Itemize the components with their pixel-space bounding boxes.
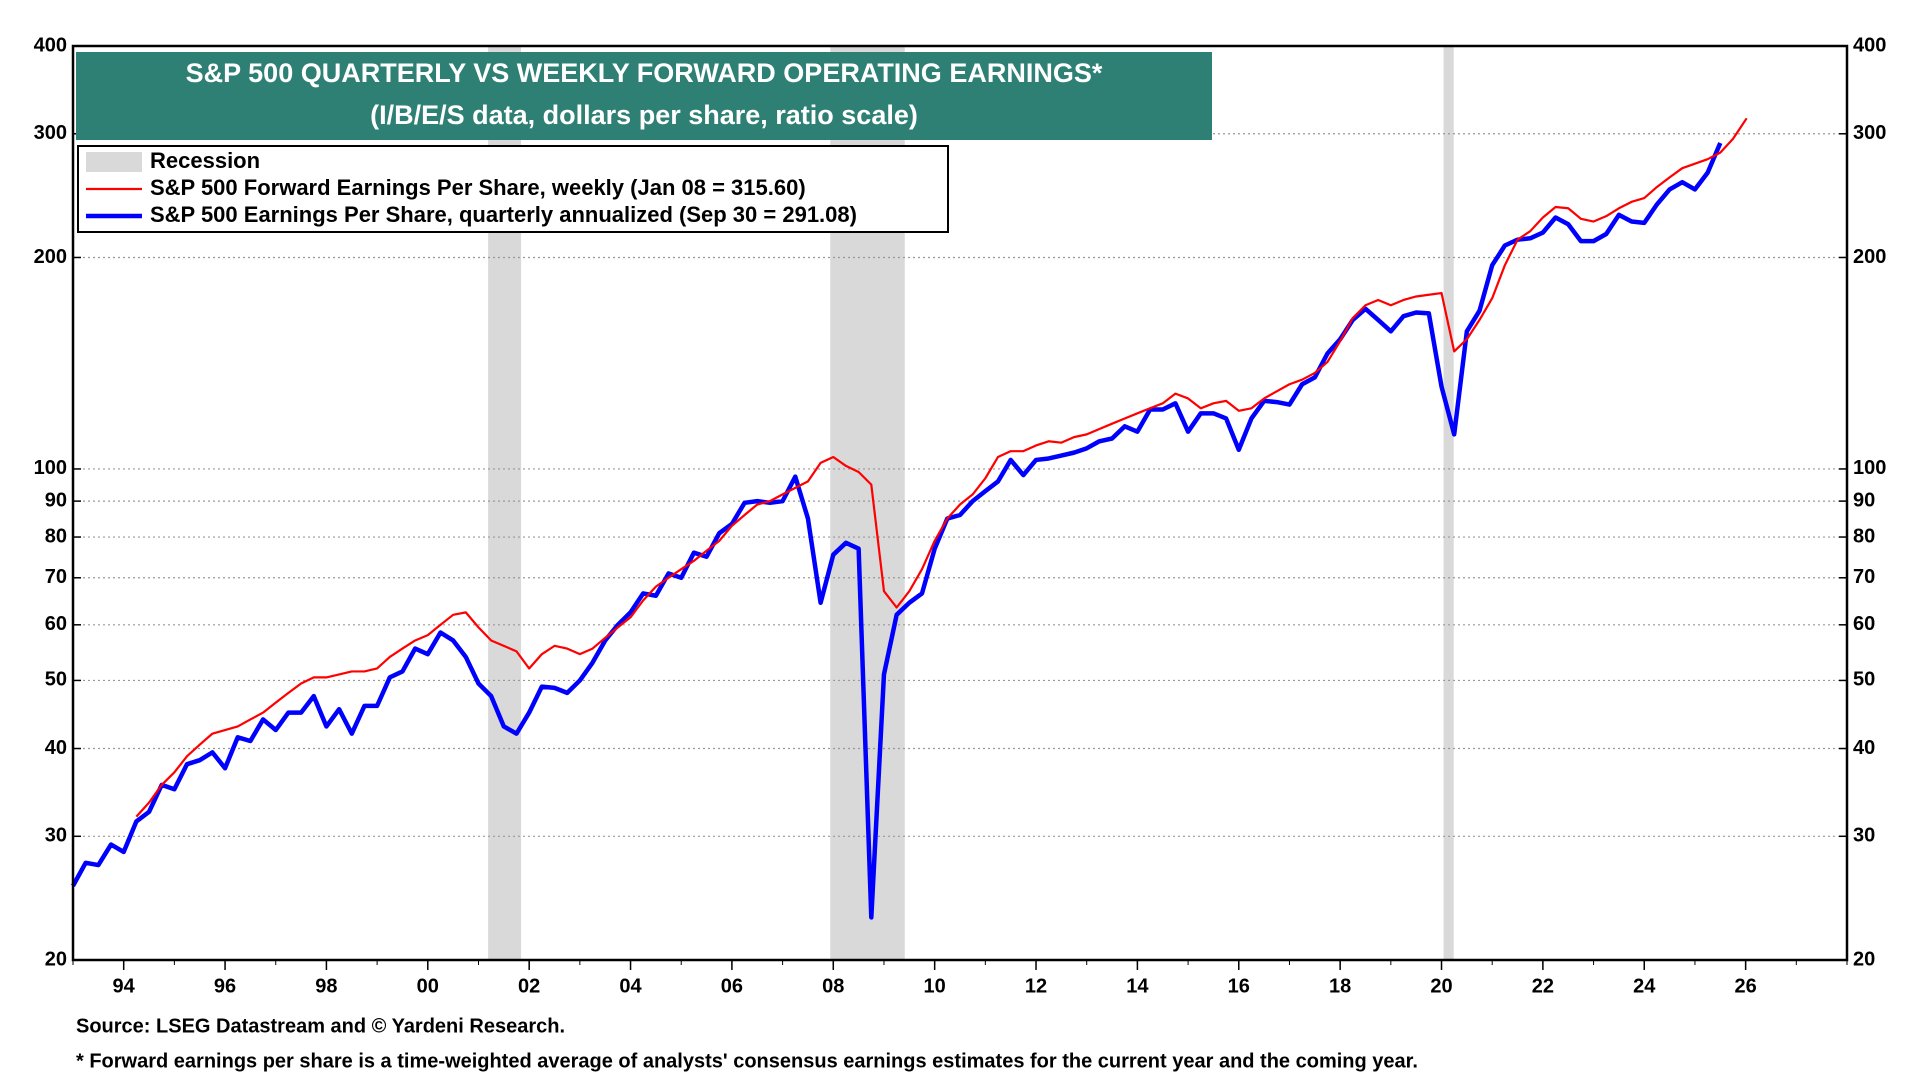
chart-title: S&P 500 QUARTERLY VS WEEKLY FORWARD OPER…: [186, 58, 1103, 88]
y2-tick-label: 200: [1853, 246, 1886, 268]
y2-tick-label: 40: [1853, 737, 1875, 759]
x-tick-label: 10: [924, 975, 946, 997]
legend-box: [77, 145, 949, 233]
y2-tick-label: 30: [1853, 825, 1875, 847]
x-tick-label: 06: [721, 975, 743, 997]
x-tick-label: 12: [1025, 975, 1047, 997]
plot-frame: [71, 44, 1849, 962]
y-tick-label: 100: [34, 457, 67, 479]
y2-tick-label: 80: [1853, 525, 1875, 547]
x-tick-label: 14: [1126, 975, 1149, 997]
x-tick-label: 22: [1532, 975, 1554, 997]
y2-tick-label: 300: [1853, 122, 1886, 144]
y-tick-label: 90: [45, 489, 67, 511]
chart-subtitle: (I/B/E/S data, dollars per share, ratio …: [370, 100, 918, 130]
y2-tick-label: 60: [1853, 613, 1875, 635]
y2-tick-label: 400: [1853, 34, 1886, 56]
x-tick-label: 96: [214, 975, 236, 997]
x-tick-label: 18: [1329, 975, 1351, 997]
y-tick-label: 400: [34, 34, 67, 56]
y-tick-label: 50: [45, 669, 67, 691]
x-tick-label: 20: [1430, 975, 1452, 997]
series-line: [135, 117, 1748, 818]
x-tick-label: 98: [315, 975, 337, 997]
recession-band: [1443, 46, 1454, 960]
y-tick-label: 300: [34, 122, 67, 144]
source-note: Source: LSEG Datastream and © Yardeni Re…: [76, 1015, 565, 1037]
footnote: * Forward earnings per share is a time-w…: [76, 1050, 1418, 1072]
y2-tick-label: 50: [1853, 669, 1875, 691]
y2-tick-label: 90: [1853, 489, 1875, 511]
y-tick-label: 20: [45, 948, 67, 970]
y-tick-label: 200: [34, 246, 67, 268]
y2-tick-label: 20: [1853, 948, 1875, 970]
legend-label: S&P 500 Forward Earnings Per Share, week…: [150, 175, 806, 200]
legend-swatch: [86, 152, 142, 172]
x-tick-label: 04: [619, 975, 642, 997]
y-tick-label: 80: [45, 525, 67, 547]
y-tick-label: 60: [45, 613, 67, 635]
x-tick-label: 00: [417, 975, 439, 997]
legend-label: S&P 500 Earnings Per Share, quarterly an…: [150, 202, 857, 227]
y-tick-label: 30: [45, 825, 67, 847]
series-line: [71, 142, 1723, 920]
y2-tick-label: 70: [1853, 566, 1875, 588]
x-tick-label: 02: [518, 975, 540, 997]
x-tick-label: 16: [1228, 975, 1250, 997]
x-tick-label: 94: [113, 975, 136, 997]
y2-tick-label: 100: [1853, 457, 1886, 479]
x-tick-label: 26: [1735, 975, 1757, 997]
y-tick-label: 70: [45, 566, 67, 588]
legend-label: Recession: [150, 148, 260, 173]
y-tick-label: 40: [45, 737, 67, 759]
title-box: [76, 52, 1212, 140]
x-tick-label: 24: [1633, 975, 1656, 997]
x-tick-label: 08: [822, 975, 844, 997]
